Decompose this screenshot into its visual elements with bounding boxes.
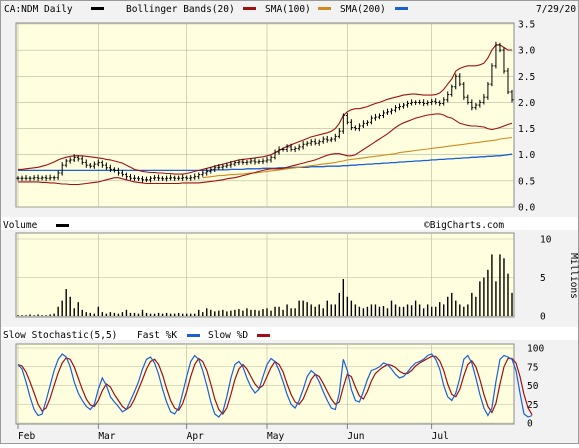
x-tick-label: Jun (347, 431, 364, 442)
volume-title: Volume (3, 220, 38, 231)
price-tick-label: 0.0 (518, 203, 535, 214)
price-y-axis: 0.0 0.5 1.0 1.5 2.0 2.5 3.0 3.5 (518, 20, 535, 214)
fast-k-swatch (187, 334, 200, 337)
price-tick-label: 0.5 (518, 176, 535, 187)
price-grid (16, 23, 514, 208)
stoch-tick-label: 50 (527, 381, 539, 392)
legend-sma200-label: SMA(200) (340, 4, 386, 15)
x-tick-label: May (267, 431, 284, 442)
stoch-y-axis: 0 25 50 75 100 (527, 344, 544, 430)
x-tick-label: Mar (98, 431, 115, 442)
price-series (16, 41, 514, 186)
volume-tick-label: 0 (540, 312, 546, 323)
legend-bollinger-label: Bollinger Bands(20) (126, 4, 235, 15)
stoch-title: Slow Stochastic(5,5) (3, 330, 117, 341)
legend-bollinger-swatch (243, 7, 256, 10)
legend-sma100-label: SMA(100) (265, 4, 311, 15)
price-panel (15, 22, 515, 208)
fast-k-label: Fast %K (137, 330, 177, 341)
x-tick-label: Jul (432, 431, 449, 442)
price-tick-label: 1.5 (518, 124, 535, 135)
slow-d-label: Slow %D (208, 330, 248, 341)
legend-sma200-swatch (395, 7, 408, 10)
legend-sma100-swatch (318, 7, 331, 10)
stoch-grid (16, 345, 514, 424)
stoch-series (17, 353, 533, 418)
chart-header: CA:NDM Daily Bollinger Bands(20) SMA(100… (4, 4, 576, 15)
volume-header-band (1, 217, 578, 230)
volume-tick-label: 5 (540, 273, 546, 284)
price-tick-label: 2.5 (518, 72, 535, 83)
x-tick-label: Apr (187, 431, 204, 442)
x-tick-label: Feb (18, 431, 35, 442)
stoch-tick-label: 25 (527, 400, 538, 411)
chart-date: 7/29/20 (536, 4, 576, 15)
stoch-tick-label: 100 (527, 344, 544, 355)
price-tick-label: 2.0 (518, 98, 535, 109)
volume-unit-label: Millions (568, 253, 579, 299)
symbol-swatch (91, 7, 104, 10)
stoch-tick-label: 75 (527, 362, 538, 373)
volume-swatch (56, 224, 69, 227)
sma200-line (18, 153, 513, 172)
bollinger-lower-line (18, 113, 513, 186)
stoch-header-band (1, 327, 578, 340)
symbol-label: CA:NDM Daily (4, 4, 73, 15)
price-tick-label: 1.0 (518, 150, 535, 161)
volume-panel (15, 232, 515, 318)
price-tick-label: 3.5 (518, 20, 535, 31)
volume-y-axis: 0 5 10 (540, 235, 552, 323)
x-axis: Feb Mar Apr May Jun Jul (17, 424, 449, 442)
volume-bars (17, 254, 513, 316)
watermark: ©BigCharts.com (424, 220, 504, 231)
price-tick-label: 3.0 (518, 46, 535, 57)
bollinger-upper-line (18, 44, 512, 175)
stoch-tick-label: 0 (527, 419, 533, 430)
slow-d-swatch (257, 334, 270, 337)
fast-k-line (17, 353, 533, 418)
volume-tick-label: 10 (540, 235, 552, 246)
stoch-panel (15, 343, 515, 425)
